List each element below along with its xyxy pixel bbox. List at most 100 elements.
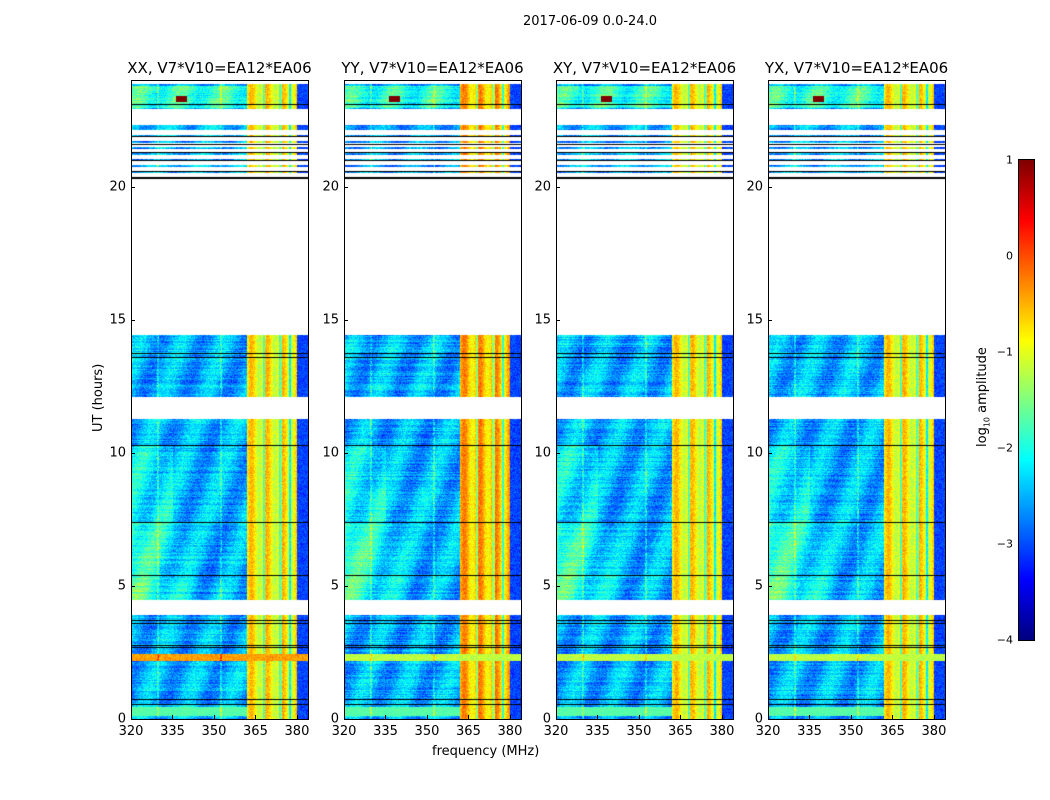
x-tick-label: 335 [797,724,822,739]
y-tick-label: 5 [330,578,339,594]
waterfall-panel-yy [344,80,522,720]
y-tick-label: 15 [109,312,126,328]
y-tick-label: 15 [322,312,339,328]
heatmap-xy [557,81,733,719]
y-tick-label: 10 [534,445,551,461]
x-tick-mark [933,715,935,719]
colorbar-label: log10 amplitude [975,347,992,447]
x-tick-mark [385,715,387,719]
x-tick-label: 380 [709,724,735,739]
panel-title-yx: YX, V7*V10=EA12*EA06 [764,59,949,77]
panel-title-xy: XY, V7*V10=EA12*EA06 [552,59,737,77]
y-tick-mark [344,585,348,587]
y-tick-label: 10 [322,445,339,461]
heatmap-xx [132,81,308,719]
x-tick-mark [850,715,852,719]
x-tick-label: 335 [160,724,185,739]
x-tick-label: 350 [414,724,440,739]
y-tick-mark [556,186,560,188]
y-tick-mark [131,585,135,587]
x-tick-label: 365 [243,724,268,739]
x-tick-label: 320 [118,724,144,739]
x-tick-label: 380 [284,724,310,739]
x-tick-mark [213,715,215,719]
heatmap-yx [769,81,945,719]
x-tick-label: 365 [456,724,481,739]
x-tick-label: 320 [755,724,781,739]
x-tick-mark [255,715,257,719]
y-tick-label: 20 [534,179,551,194]
x-tick-label: 350 [201,724,227,739]
y-tick-mark [131,719,135,720]
panel-title-xx: XX, V7*V10=EA12*EA06 [127,59,312,77]
heatmap-yy [345,81,521,719]
x-tick-mark [680,715,682,719]
y-axis-label: UT (hours) [91,363,106,432]
x-tick-mark [296,715,298,719]
y-tick-label: 20 [322,179,339,194]
x-tick-label: 320 [543,724,569,739]
x-tick-mark [131,715,132,719]
x-tick-mark [509,715,511,719]
y-tick-mark [344,186,348,188]
y-tick-label: 0 [117,711,126,727]
x-axis-label: frequency (MHz) [432,744,540,759]
y-tick-mark [131,186,135,188]
x-tick-label: 380 [497,724,523,739]
y-tick-mark [768,585,772,587]
waterfall-panel-xx [131,80,309,720]
y-tick-mark [768,186,772,188]
x-tick-label: 350 [626,724,652,739]
figure-title: 2017-06-09 0.0-24.0 [523,14,657,29]
colorbar-tick-label: −1 [996,345,1013,359]
x-tick-mark [426,715,428,719]
y-tick-label: 15 [534,312,551,328]
colorbar-tick-label: 0 [1006,249,1013,263]
y-tick-label: 10 [746,445,763,461]
colorbar-tick-label: −4 [996,633,1013,647]
colorbar-tick-label: 1 [1006,153,1013,167]
x-tick-label: 365 [668,724,693,739]
x-tick-mark [468,715,470,719]
colorbar-tick-label: −3 [996,537,1013,551]
y-tick-label: 20 [746,179,763,194]
x-tick-label: 365 [880,724,905,739]
x-tick-mark [892,715,894,719]
waterfall-panel-xy [556,80,734,720]
colorbar-tick-label: −2 [996,441,1013,455]
y-tick-mark [344,319,348,321]
x-tick-label: 335 [585,724,610,739]
y-tick-mark [131,319,135,321]
y-tick-label: 0 [542,711,551,727]
y-tick-mark [556,319,560,321]
y-tick-mark [344,452,348,454]
y-tick-label: 0 [330,711,339,727]
x-tick-mark [597,715,599,719]
x-tick-mark [809,715,811,719]
y-tick-label: 0 [754,711,763,727]
y-tick-label: 5 [542,578,551,594]
y-tick-mark [768,319,772,321]
y-tick-label: 20 [109,179,126,194]
x-tick-mark [638,715,640,719]
y-tick-mark [768,719,772,720]
y-tick-mark [768,452,772,454]
panel-title-yy: YY, V7*V10=EA12*EA06 [341,59,524,77]
y-tick-label: 5 [117,578,126,594]
y-tick-mark [344,719,348,720]
y-tick-mark [556,719,560,720]
x-tick-mark [768,715,769,719]
y-tick-label: 10 [109,445,126,461]
x-tick-mark [721,715,723,719]
x-tick-label: 320 [331,724,357,739]
y-tick-mark [556,585,560,587]
y-tick-mark [556,452,560,454]
x-tick-label: 380 [921,724,947,739]
colorbar [1018,159,1035,641]
x-tick-label: 350 [838,724,864,739]
y-tick-label: 15 [746,312,763,328]
x-tick-label: 335 [373,724,398,739]
x-tick-mark [344,715,345,719]
x-tick-mark [172,715,174,719]
